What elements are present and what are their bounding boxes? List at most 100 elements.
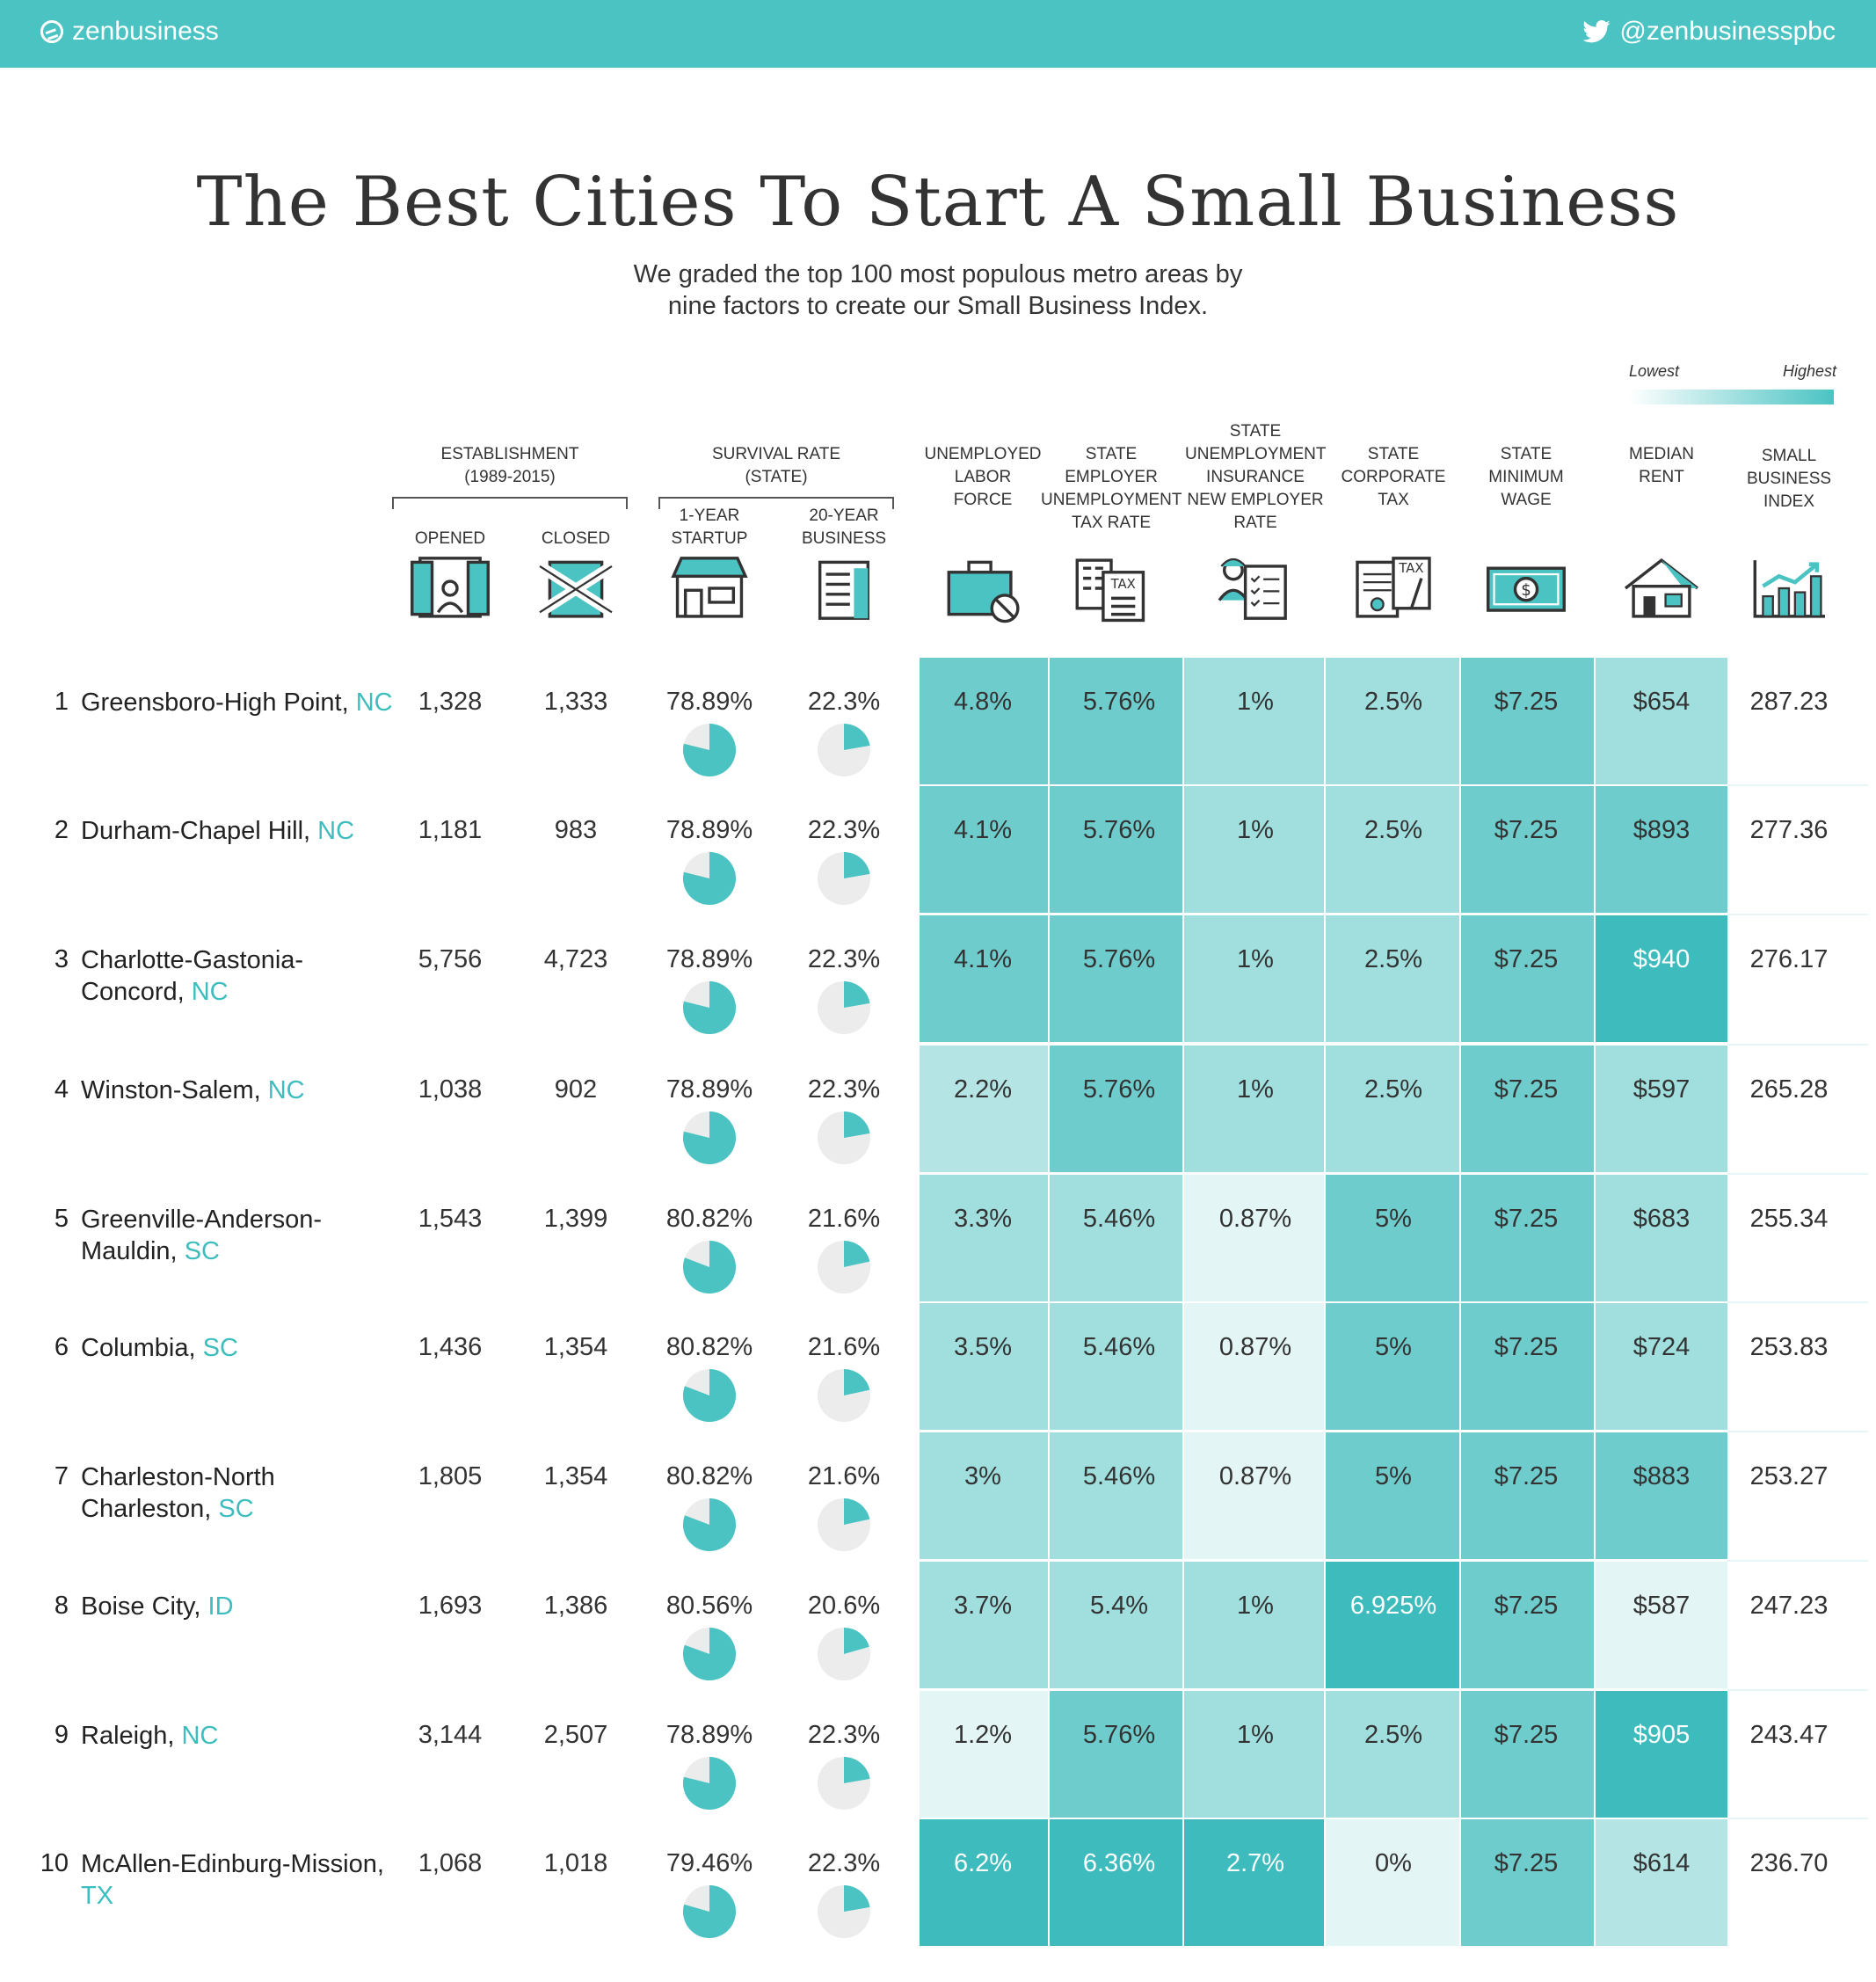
value-opened: 1,068 (418, 1849, 483, 1877)
heat-cell-wage (1461, 915, 1594, 1042)
header-insurance: STATE UNEMPLOYMENT INSURANCE NEW EMPLOYER RA… (1185, 420, 1326, 535)
value-employer-tax: 5.76% (1082, 816, 1156, 844)
value-closed: 2,507 (543, 1721, 608, 1749)
header-line: INSURANCE (1206, 468, 1305, 486)
header-line: STATE (1085, 445, 1138, 463)
growth-chart-icon (1753, 560, 1825, 618)
value-startup: 78.89% (665, 688, 753, 716)
value-closed: 1,354 (543, 1333, 608, 1361)
heat-cell-employer-tax (1050, 1303, 1182, 1430)
heat-cell-employer-tax (1050, 786, 1182, 913)
value-employer-tax: 5.4% (1089, 1592, 1149, 1620)
heat-cell-corporate (1326, 1562, 1459, 1688)
heat-cell-employer-tax (1050, 658, 1182, 784)
city-line-1: Greensboro-High Point, NC (81, 687, 397, 718)
value-startup: 79.46% (665, 1849, 753, 1877)
pie-slice (682, 1241, 736, 1293)
city-text: Boise City, (81, 1592, 201, 1621)
heat-cell-unemployed (920, 1046, 1048, 1172)
establishment-bracket (392, 497, 628, 509)
business-survival-pie (818, 981, 870, 1034)
value-opened: 1,436 (418, 1333, 483, 1361)
value-index: 253.27 (1749, 1462, 1829, 1490)
storefront-icon (671, 557, 748, 618)
value-corporate: 2.5% (1363, 816, 1423, 844)
header-line: SURVIVAL RATE (711, 445, 841, 463)
header-rent: MEDIAN RENT (1596, 443, 1727, 489)
heat-cell-employer-tax (1050, 915, 1182, 1042)
brand[interactable]: zenbusiness (40, 17, 219, 47)
heat-cell-insurance (1184, 1432, 1324, 1559)
value-employer-tax: 5.76% (1082, 1721, 1156, 1749)
city-text: Greenville-Anderson- (81, 1206, 323, 1234)
value-wage: $7.25 (1494, 688, 1559, 716)
value-wage: $7.25 (1494, 1333, 1559, 1361)
legend-gradient-bar (1629, 390, 1834, 404)
heat-cell-wage (1461, 1819, 1594, 1946)
value-employer-tax: 5.46% (1082, 1205, 1156, 1233)
value-business: 21.6% (807, 1205, 881, 1233)
city-text: Charlotte-Gastonia- (81, 946, 304, 974)
value-wage: $7.25 (1494, 1592, 1559, 1620)
heat-cell-insurance (1184, 1562, 1324, 1688)
value-business: 21.6% (807, 1462, 881, 1490)
heat-cell-insurance (1184, 915, 1324, 1042)
city-text: Columbia, (81, 1334, 196, 1362)
pie-slice (682, 1111, 736, 1164)
heat-cell-unemployed (920, 1819, 1048, 1946)
state-abbrev: SC (184, 1237, 220, 1265)
startup-survival-pie (682, 1369, 736, 1422)
value-index: 253.83 (1749, 1333, 1829, 1361)
heat-cell-wage (1461, 1175, 1594, 1301)
rank-number: 4 (54, 1075, 69, 1104)
state-abbrev: TX (81, 1882, 114, 1910)
value-corporate: 5% (1375, 1333, 1412, 1361)
heat-cell-employer-tax (1050, 1432, 1182, 1559)
pie-slice (682, 1885, 736, 1938)
value-unemployed: 4.1% (953, 945, 1013, 973)
value-rent: $683 (1632, 1205, 1691, 1233)
value-insurance: 1% (1237, 945, 1274, 973)
value-business: 22.3% (807, 945, 881, 973)
value-wage: $7.25 (1494, 1721, 1559, 1749)
value-corporate: 2.5% (1363, 688, 1423, 716)
value-employer-tax: 6.36% (1082, 1849, 1156, 1877)
header-unemployed: UNEMPLOYED LABOR FORCE (917, 443, 1049, 512)
city-line-2: TX (81, 1880, 397, 1912)
value-rent: $654 (1632, 688, 1691, 716)
header-line: STATE (1229, 422, 1282, 441)
value-opened: 1,181 (418, 816, 483, 844)
value-closed: 4,723 (543, 945, 608, 973)
header-line: ESTABLISHMENT (440, 445, 579, 463)
value-startup: 78.89% (665, 816, 753, 844)
value-employer-tax: 5.76% (1082, 945, 1156, 973)
business-survival-pie (818, 852, 870, 905)
city-name: Charlotte-Gastonia- Concord, NC (81, 944, 397, 1008)
heat-cell-unemployed (920, 1562, 1048, 1688)
city-line-1: Winston-Salem, NC (81, 1075, 397, 1106)
header-line: STATE (1367, 445, 1420, 463)
heat-cell-unemployed (920, 1691, 1048, 1818)
value-wage: $7.25 (1494, 1075, 1559, 1104)
city-line-1: Greenville-Anderson- (81, 1204, 397, 1235)
value-index: 236.70 (1749, 1849, 1829, 1877)
header-survival-rate: SURVIVAL RATE (STATE) (662, 443, 891, 489)
value-wage: $7.25 (1494, 1849, 1559, 1877)
heat-cell-wage (1461, 1562, 1594, 1688)
briefcase-icon (947, 560, 1020, 623)
value-corporate: 0% (1375, 1849, 1412, 1877)
row-separator (1727, 784, 1868, 786)
value-insurance: 1% (1237, 1721, 1274, 1749)
value-index: 287.23 (1749, 688, 1829, 716)
state-abbrev: NC (355, 689, 393, 717)
value-insurance: 1% (1237, 1592, 1274, 1620)
value-business: 20.6% (807, 1592, 881, 1620)
startup-survival-pie (682, 1757, 736, 1810)
value-business: 22.3% (807, 816, 881, 844)
value-insurance: 1% (1237, 1075, 1274, 1104)
pie-slice (682, 724, 736, 776)
twitter-handle[interactable]: @zenbusinesspbc (1582, 17, 1836, 47)
city-line-1: Durham-Chapel Hill, NC (81, 815, 397, 847)
rank-number: 5 (54, 1205, 69, 1233)
heat-cell-corporate (1326, 1432, 1459, 1559)
